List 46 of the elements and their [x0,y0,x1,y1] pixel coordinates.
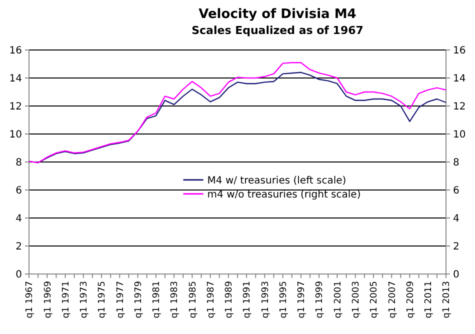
x-tick-label: q1 1987 [206,281,216,318]
x-tick-label: q1 2007 [388,281,398,318]
y-tick-label: 12 [9,102,22,112]
chart-title: Velocity of Divisia M4 [198,7,356,22]
y2-tick-label: 10 [453,130,466,140]
y-tick-label: 4 [16,214,22,224]
x-tick-label: q1 1975 [98,281,108,318]
x-tick-label: q1 1973 [80,281,90,318]
x-tick-label: q1 2003 [352,281,362,318]
x-tick-label: q1 1971 [61,281,72,318]
x-tick-label: q1 1977 [116,281,126,318]
y2-tick-label: 0 [453,270,460,280]
x-tick-label: q1 1981 [152,281,162,318]
y2-tick-label: 8 [453,158,460,168]
x-tick-label: q1 2001 [333,281,344,318]
x-tick-label: q1 2011 [424,281,434,318]
legend-label: m4 w/o treasuries (right scale) [207,189,361,200]
x-tick-label: q1 1979 [134,280,144,318]
x-tick-label: q1 1993 [260,281,271,318]
y2-tick-label: 2 [453,242,460,252]
x-tick-label: q1 1999 [315,280,326,318]
y-tick-label: 6 [16,186,22,196]
x-tick-label: q1 1991 [242,281,253,318]
y-tick-label: 0 [16,270,22,280]
y2-tick-label: 4 [453,214,460,224]
y-tick-label: 14 [9,74,22,84]
x-tick-label: q1 2005 [370,281,380,318]
y-tick-label: 8 [16,158,22,168]
legend-label: M4 w/ treasuries (left scale) [207,175,346,186]
y2-tick-label: 16 [453,46,466,56]
y2-tick-label: 6 [453,186,460,196]
x-tick-label: q1 1969 [43,280,54,318]
x-tick-label: q1 2013 [442,281,452,318]
y-tick-label: 2 [16,242,22,252]
chart-subtitle: Scales Equalized as of 1967 [192,24,364,37]
x-tick-label: q1 1997 [297,281,308,318]
x-tick-label: q1 2009 [406,280,416,318]
x-tick-label: q1 1985 [188,281,198,318]
y-tick-label: 16 [9,46,22,56]
y2-tick-label: 12 [453,102,466,112]
x-tick-label: q1 1995 [278,281,289,318]
y-tick-label: 10 [9,130,22,140]
x-tick-label: q1 1989 [224,280,235,318]
x-tick-label: q1 1967 [25,281,36,318]
y2-tick-label: 14 [453,74,466,84]
x-tick-label: q1 1983 [170,281,180,318]
